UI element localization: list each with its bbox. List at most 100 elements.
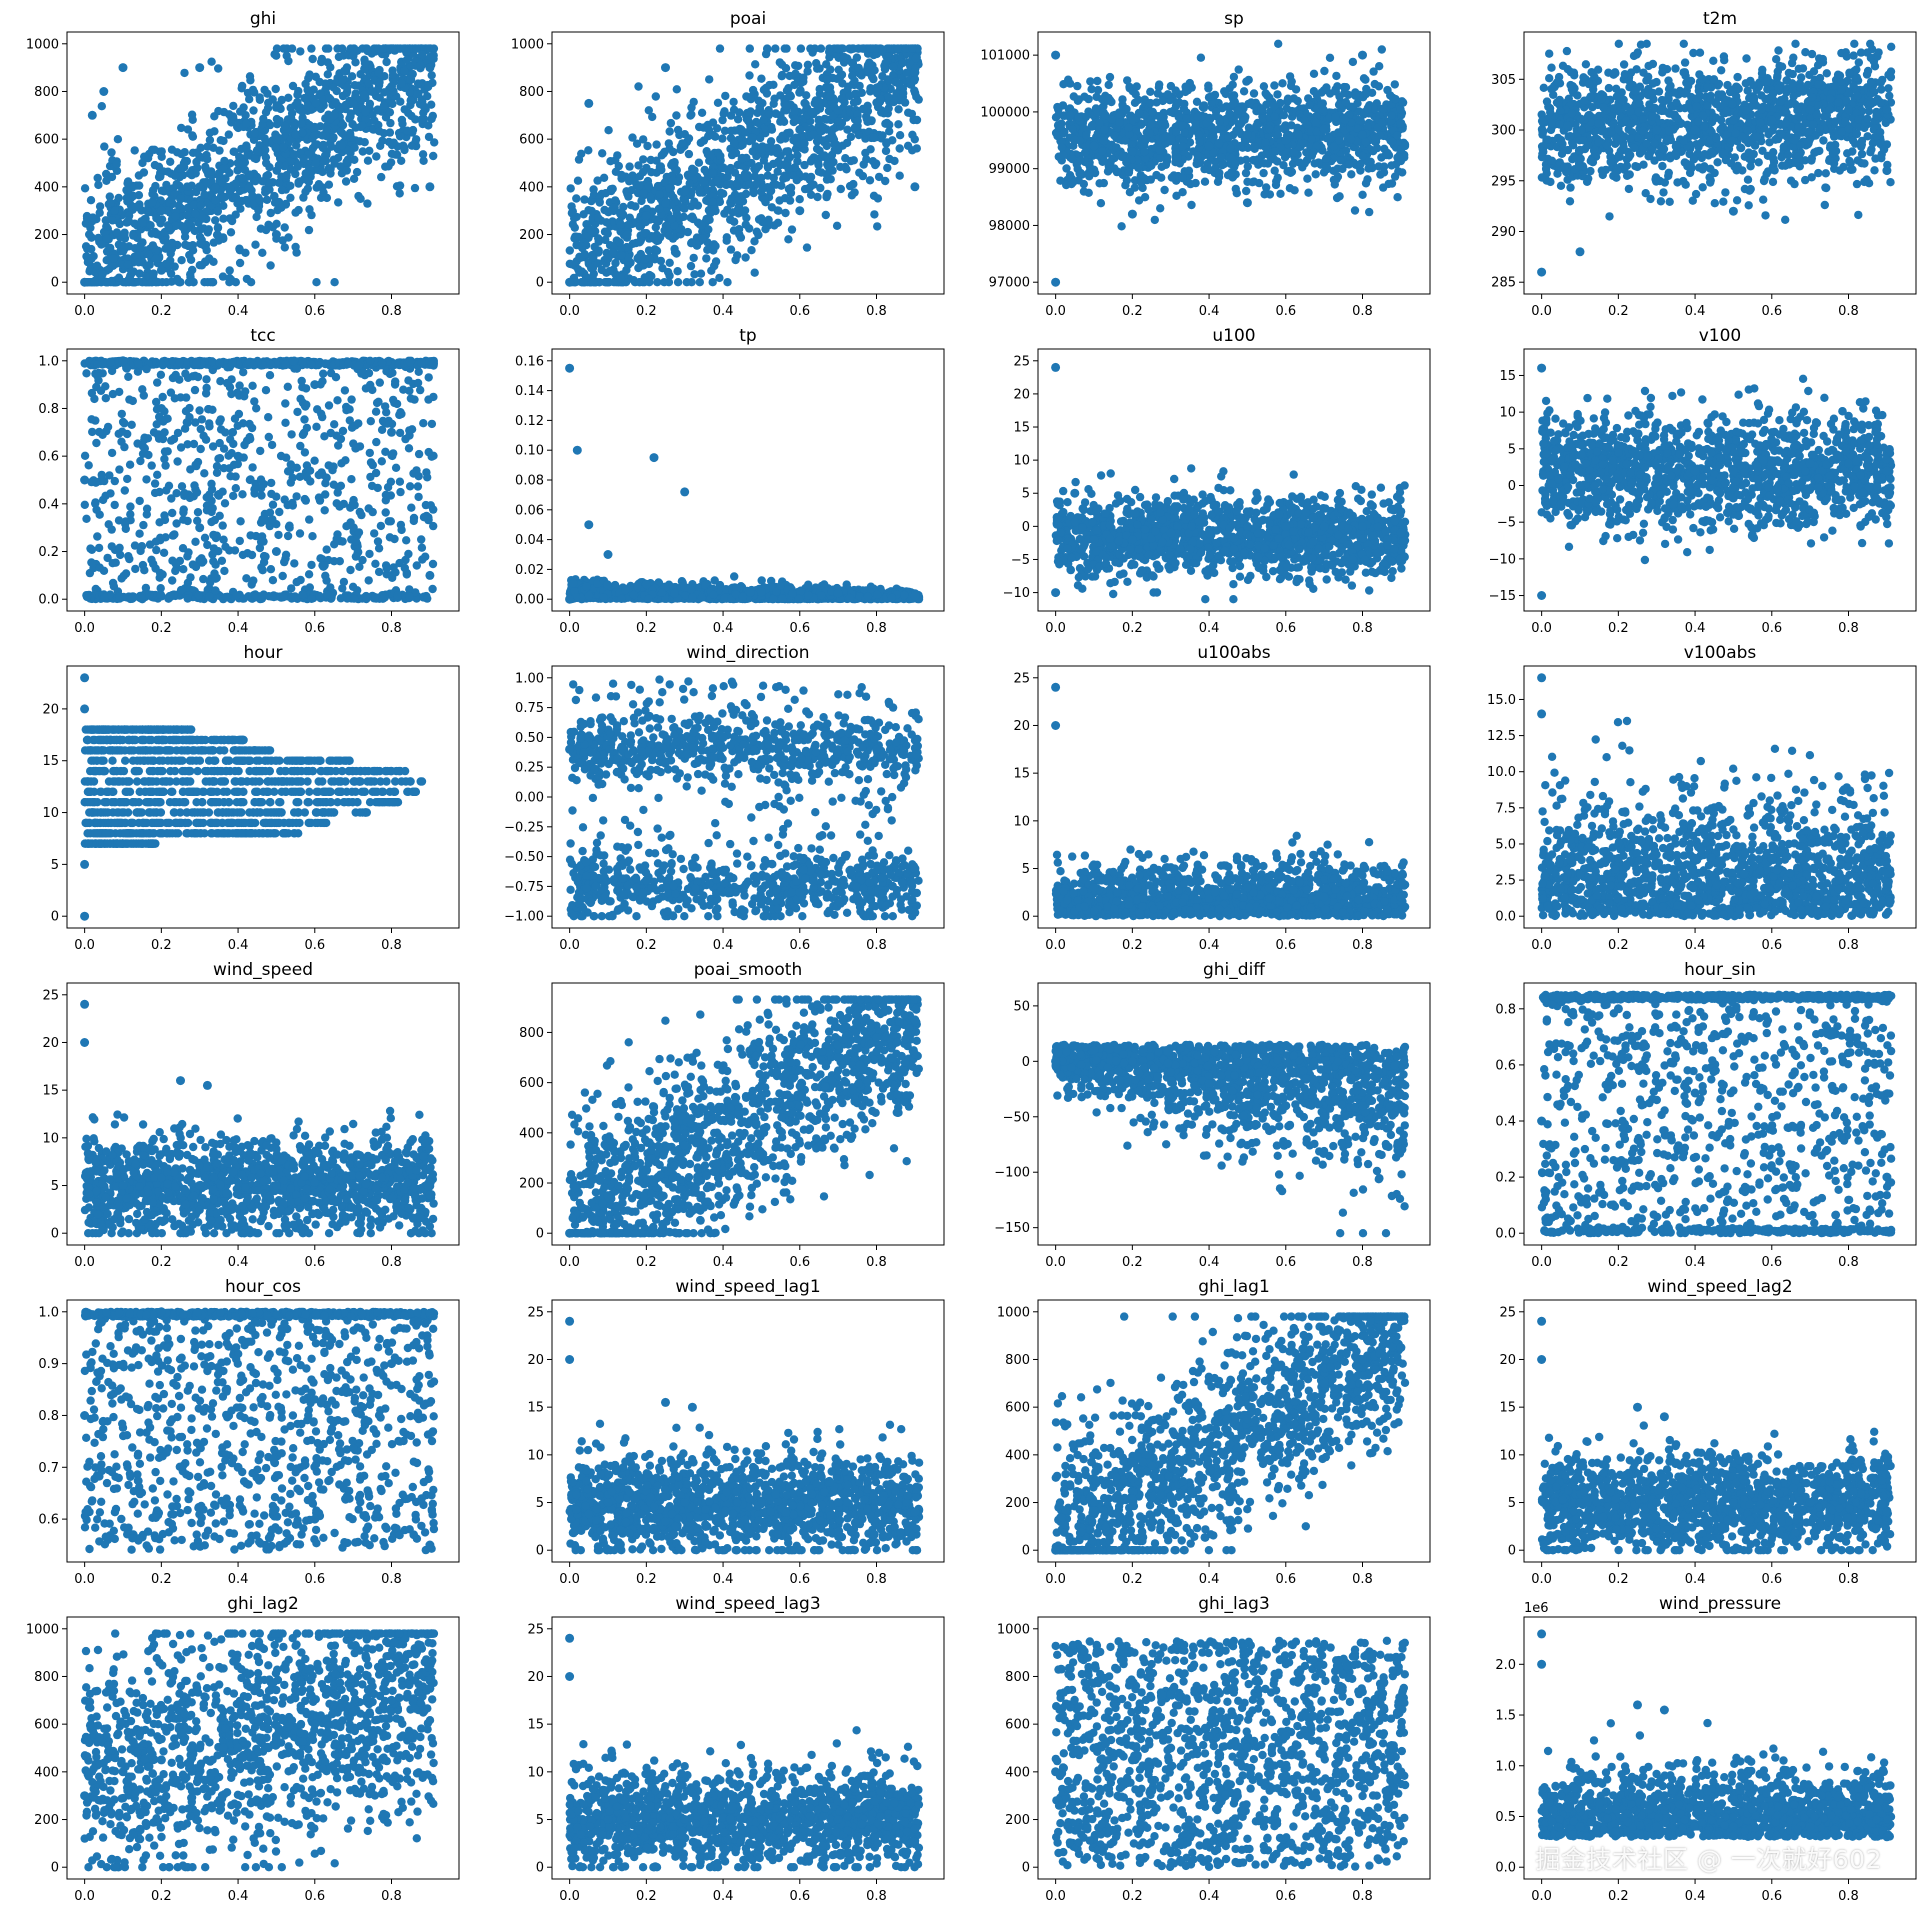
scatter-point — [568, 207, 577, 216]
data-point — [584, 98, 594, 108]
scatter-point — [1173, 153, 1183, 162]
scatter-point — [1350, 206, 1360, 215]
scatter-point — [238, 173, 247, 183]
scatter-point — [1311, 170, 1320, 179]
scatter-point — [730, 217, 739, 226]
scatter-point — [1803, 80, 1813, 90]
y-tick-label: 800 — [34, 85, 59, 100]
scatter-point — [197, 211, 207, 221]
scatter-point — [754, 96, 763, 105]
scatter-point — [143, 207, 152, 216]
data-point — [718, 163, 728, 173]
scatter-point — [1216, 153, 1226, 162]
scatter-point — [1604, 83, 1614, 93]
scatter-point — [196, 201, 206, 210]
scatter-point — [395, 181, 405, 190]
scatter-point — [363, 156, 373, 165]
scatter-point — [572, 194, 581, 203]
scatter-point — [672, 111, 681, 120]
scatter-point — [180, 68, 189, 78]
scatter-point — [745, 71, 754, 80]
scatter-point — [1241, 168, 1251, 178]
scatter-point — [1322, 83, 1331, 92]
data-point — [661, 63, 670, 73]
scatter-point — [1259, 168, 1268, 178]
scatter-point — [1390, 80, 1400, 89]
scatter-point — [238, 81, 247, 91]
scatter-point — [1184, 166, 1194, 175]
scatter-point — [123, 197, 132, 206]
scatter-point — [182, 211, 192, 220]
scatter-point — [419, 102, 428, 111]
scatter-point — [1356, 159, 1365, 169]
scatter-point — [1167, 173, 1177, 182]
scatter-point — [882, 118, 892, 128]
scatter-point — [873, 222, 882, 231]
scatter-point — [794, 61, 803, 71]
scatter-point — [774, 206, 783, 215]
scatter-point — [1387, 179, 1397, 188]
scatter-point — [235, 258, 245, 268]
scatter-point — [1211, 107, 1221, 116]
data-point — [1089, 141, 1099, 151]
scatter-point — [1839, 162, 1848, 172]
scatter-point — [802, 91, 811, 100]
data-point — [329, 110, 339, 120]
scatter-point — [672, 166, 681, 175]
scatter-point — [781, 101, 791, 111]
scatter-point — [262, 195, 272, 204]
scatter-point — [1227, 168, 1236, 177]
scatter-point — [202, 246, 211, 255]
scatter-point — [338, 75, 347, 85]
scatter-point — [1127, 115, 1137, 125]
scatter-point — [1068, 155, 1077, 164]
scatter-point — [264, 98, 273, 108]
scatter-point — [177, 256, 186, 265]
scatter-point — [1066, 110, 1075, 120]
scatter-point — [251, 177, 260, 186]
scatter-point — [311, 99, 321, 108]
scatter-point — [93, 173, 102, 183]
scatter-point — [810, 99, 819, 108]
scatter-point — [293, 90, 302, 99]
scatter-point — [1134, 108, 1144, 118]
scatter-point — [363, 46, 372, 56]
scatter-point — [310, 131, 319, 140]
scatter-point — [1110, 131, 1119, 140]
scatter-point — [771, 44, 780, 53]
data-point — [387, 82, 396, 92]
scatter-point — [735, 108, 744, 117]
scatter-point — [297, 119, 306, 128]
scatter-point — [80, 184, 90, 193]
scatter-point — [1180, 128, 1189, 137]
scatter-point — [729, 97, 738, 107]
scatter-point — [1329, 142, 1339, 151]
scatter-point — [1152, 170, 1161, 180]
scatter-point — [800, 184, 810, 194]
scatter-point — [615, 238, 624, 247]
scatter-point — [1099, 157, 1109, 166]
scatter-point — [1270, 112, 1280, 121]
y-tick-label: 400 — [34, 180, 59, 195]
scatter-point — [406, 100, 415, 110]
scatter-point — [1358, 151, 1367, 161]
scatter-point — [637, 196, 646, 206]
scatter-point — [114, 273, 124, 282]
scatter-point — [1293, 96, 1302, 106]
y-tick-label: 200 — [519, 228, 544, 243]
scatter-point — [1309, 148, 1318, 157]
scatter-point — [721, 91, 730, 101]
scatter-point — [656, 162, 665, 171]
scatter-point — [1166, 81, 1176, 91]
scatter-point — [799, 73, 808, 82]
scatter-point — [1547, 63, 1556, 72]
scatter-point — [1261, 138, 1270, 147]
x-tick-label: 0.4 — [713, 304, 734, 319]
scatter-point — [87, 254, 96, 263]
scatter-point — [1325, 53, 1335, 62]
scatter-point — [1278, 79, 1287, 88]
scatter-point — [385, 108, 395, 117]
scatter-point — [323, 70, 332, 79]
scatter-point — [722, 233, 731, 242]
x-tick-label: 0.0 — [559, 304, 580, 319]
